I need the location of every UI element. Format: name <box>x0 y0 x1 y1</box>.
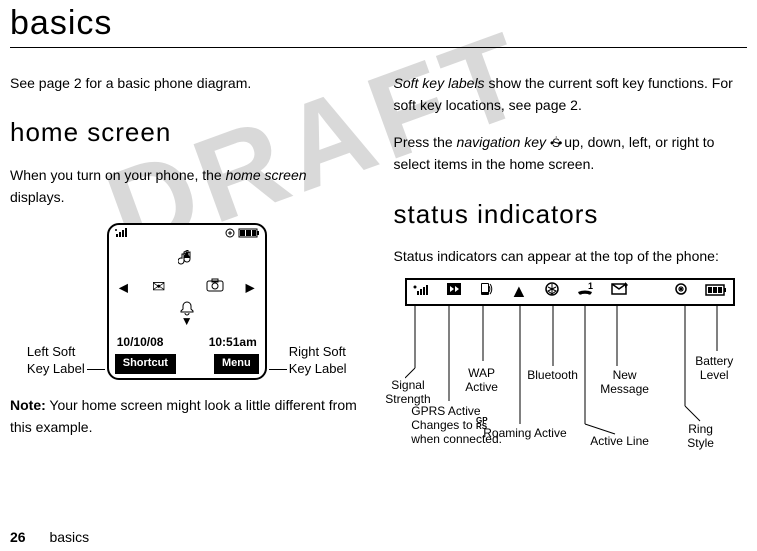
wap-label-text: WAP Active <box>465 366 498 394</box>
phone-date-row: 10/10/08 10:51am <box>115 333 259 352</box>
page-footer: 26 basics <box>10 529 89 545</box>
status-bar: ▲ 1 <box>405 278 735 306</box>
softkey-right: Menu <box>214 354 259 374</box>
home-shortcut-icons: ✉ <box>145 252 229 324</box>
right-column: Soft key labels show the current soft ke… <box>394 72 748 466</box>
status-wap-icon <box>479 280 493 302</box>
bell-icon <box>179 299 195 325</box>
home-screen-heading: home screen <box>10 112 364 154</box>
status-bar-diagram: ▲ 1 <box>394 278 748 466</box>
status-label-callouts: Signal Strength GPRS Active Changes to G… <box>405 306 735 466</box>
left-column: See page 2 for a basic phone diagram. ho… <box>10 72 364 466</box>
status-ring-icon <box>674 280 688 302</box>
gprs-label-1: GPRS Active <box>411 404 502 418</box>
para-text-c: displays. <box>10 189 64 205</box>
title-rule <box>10 47 747 48</box>
message-icon: ✉ <box>152 275 165 301</box>
phone-date: 10/10/08 <box>117 333 164 352</box>
svg-text:1: 1 <box>588 282 593 291</box>
signal-label-text: Signal Strength <box>385 378 430 406</box>
wap-label: WAP Active <box>465 366 498 395</box>
status-message-icon <box>611 280 629 302</box>
status-para: Status indicators can appear at the top … <box>394 245 748 267</box>
battery-label-text: Battery Level <box>695 354 733 382</box>
ring-label: Ring Style <box>687 422 714 451</box>
phone-status-row <box>115 229 259 243</box>
status-battery-icon <box>705 280 727 302</box>
para-text-italic: home screen <box>226 167 307 183</box>
newmsg-label: New Message <box>600 368 649 397</box>
phone-screen: ▲ ▼ ◀ ▶ ✉ <box>107 223 267 380</box>
right-label-line2-text: Key Label <box>289 361 347 376</box>
leader-line-left <box>87 369 105 370</box>
nav-key-icon: •Ṡ• <box>550 134 560 153</box>
nav-left-icon: ◀ <box>119 278 128 297</box>
home-screen-para: When you turn on your phone, the home sc… <box>10 164 364 209</box>
status-signal-icon <box>413 280 429 302</box>
status-bluetooth-icon <box>545 280 559 302</box>
nav-right-icon: ▶ <box>246 278 255 297</box>
navkey-para: Press the navigation key •Ṡ• up, down, l… <box>394 131 748 176</box>
note-paragraph: Note: Your home screen might look a litt… <box>10 394 364 439</box>
page-number: 26 <box>10 529 26 545</box>
note-label: Note: <box>10 397 46 413</box>
camera-icon <box>206 275 224 301</box>
softkey-para-italic: Soft key labels <box>394 75 485 91</box>
right-label-line1-text: Right Soft <box>289 344 346 359</box>
para-text-a: When you turn on your phone, the <box>10 167 226 183</box>
roaming-label: Roaming Active <box>483 426 566 440</box>
gprs-label-2a: Changes to <box>411 418 476 432</box>
two-columns: See page 2 for a basic phone diagram. ho… <box>10 72 747 466</box>
status-gprs-icon <box>446 280 462 302</box>
bluetooth-label: Bluetooth <box>527 368 578 382</box>
softkey-para: Soft key labels show the current soft ke… <box>394 72 748 117</box>
right-label-line1: Right Soft <box>267 344 347 361</box>
left-label-line2: Key Label <box>27 361 107 378</box>
phone-softkey-row: Shortcut Menu <box>115 354 259 374</box>
music-icon <box>178 250 196 277</box>
navkey-italic: navigation key <box>457 134 547 150</box>
page-content: basics See page 2 for a basic phone diag… <box>0 4 757 466</box>
left-label-line1: Left Soft <box>27 344 107 361</box>
ring-label-text: Ring Style <box>687 422 714 450</box>
leader-line-right <box>269 369 287 370</box>
status-activeline-icon: 1 <box>576 280 594 302</box>
note-text: Your home screen might look a little dif… <box>10 397 357 435</box>
activeline-label: Active Line <box>590 434 649 448</box>
intro-text: See page 2 for a basic phone diagram. <box>10 72 364 94</box>
signal-label: Signal Strength <box>385 378 430 407</box>
phone-time: 10:51am <box>209 333 257 352</box>
phone-diagram: Left Soft Key Label <box>10 223 364 380</box>
phone-nav-area: ▲ ▼ ◀ ▶ ✉ <box>115 243 259 333</box>
right-softkey-label: Right Soft Key Label <box>267 344 347 378</box>
left-label-line2-text: Key Label <box>27 361 85 376</box>
status-indicators-heading: status indicators <box>394 194 748 236</box>
left-softkey-label: Left Soft Key Label <box>27 344 107 378</box>
battery-label: Battery Level <box>695 354 733 383</box>
navkey-a: Press the <box>394 134 457 150</box>
status-roaming-icon: ▲ <box>510 277 528 306</box>
right-label-line2: Key Label <box>267 361 347 378</box>
footer-section: basics <box>49 529 89 545</box>
softkey-left: Shortcut <box>115 354 176 374</box>
newmsg-label-text: New Message <box>600 368 649 396</box>
page-title: basics <box>10 4 747 43</box>
